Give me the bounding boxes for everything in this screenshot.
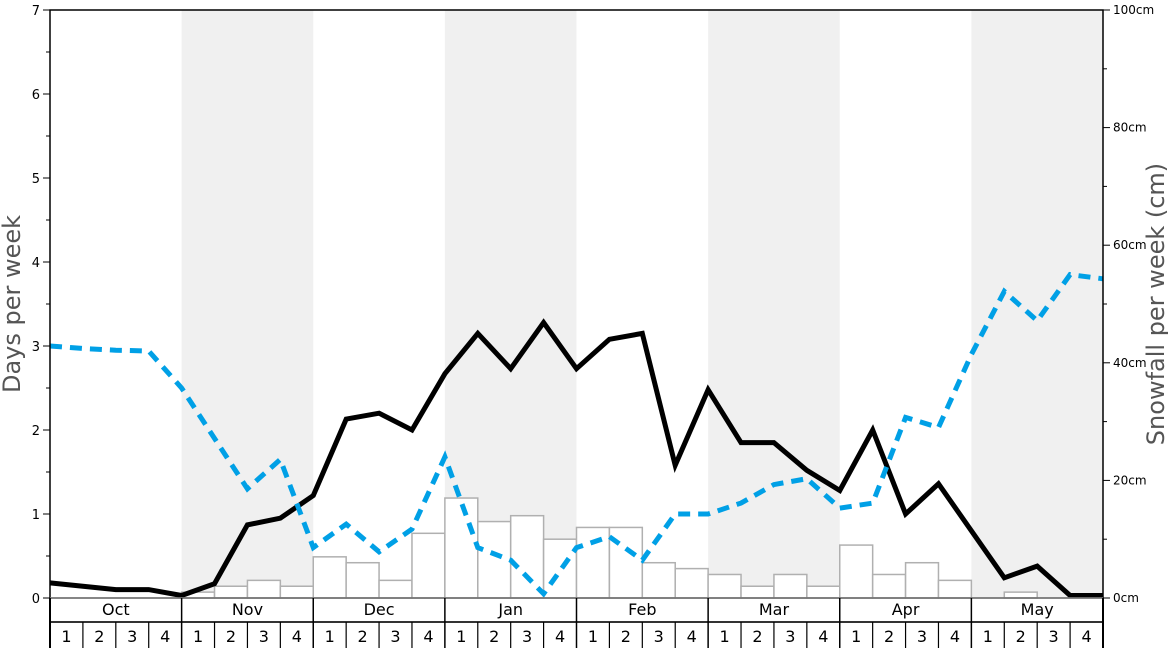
week-label: 3 [917, 627, 927, 646]
snowfall-bar [477, 520, 512, 599]
right-tick-label: 80cm [1113, 121, 1147, 135]
right-tick-label: 20cm [1113, 473, 1147, 487]
week-label: 1 [851, 627, 861, 646]
snowfall-bars [180, 497, 1038, 599]
snowfall-bar [839, 544, 874, 599]
snowfall-bar [1003, 591, 1038, 599]
week-label: 3 [654, 627, 664, 646]
left-tick-label: 7 [32, 4, 40, 19]
week-label: 3 [259, 627, 269, 646]
month-label-jan: Jan [497, 600, 523, 619]
snowfall-bar [904, 561, 940, 599]
week-label: 1 [193, 627, 203, 646]
week-label: 4 [160, 627, 170, 646]
right-tick-label: 100cm [1113, 3, 1154, 17]
week-label: 2 [489, 627, 499, 646]
week-label: 2 [358, 627, 368, 646]
snowfall-bar [279, 585, 314, 599]
series-line-dashed [49, 271, 1104, 598]
snowfall-bar [937, 579, 973, 599]
week-label: 4 [292, 627, 302, 646]
week-label: 1 [588, 627, 598, 646]
week-label: 2 [94, 627, 104, 646]
left-tick-label: 0 [32, 592, 40, 607]
week-label: 4 [950, 627, 960, 646]
month-label-nov: Nov [232, 600, 263, 619]
week-label: 3 [1049, 627, 1059, 646]
month-label-oct: Oct [102, 600, 130, 619]
week-label: 4 [555, 627, 565, 646]
snowfall-bar [444, 497, 479, 599]
snowfall-bar [641, 561, 676, 599]
month-shading [181, 10, 1103, 598]
week-label: 4 [423, 627, 433, 646]
axes: 0 1 2 3 4 5 6 7 0cm 20cm 40cm 60cm 80cm 100cm Oct 1 2 3 4 N… [32, 3, 1154, 648]
week-label: 1 [325, 627, 335, 646]
left-tick-label: 6 [32, 88, 40, 103]
month-label-may: May [1021, 600, 1054, 619]
series-line-solid [49, 318, 1103, 599]
right-tick-label: 0cm [1113, 591, 1139, 605]
week-label: 1 [61, 627, 71, 646]
right-tick-label: 40cm [1113, 356, 1147, 370]
week-label: 2 [884, 627, 894, 646]
series-lines [49, 271, 1104, 599]
snowfall-bar [542, 538, 578, 599]
week-label: 2 [1016, 627, 1026, 646]
snowfall-bar [871, 573, 907, 599]
week-label: 4 [687, 627, 697, 646]
week-label: 2 [752, 627, 762, 646]
week-label: 2 [621, 627, 631, 646]
snowfall-bar [707, 573, 742, 599]
left-tick-label: 5 [32, 172, 40, 187]
left-tick-label: 2 [32, 424, 40, 439]
snowfall-bar [345, 561, 380, 599]
left-tick-label: 4 [32, 256, 40, 271]
snowfall-bar [213, 585, 249, 599]
right-axis-label: Snowfall per week (cm) [1142, 163, 1168, 445]
snowfall-bar [674, 567, 709, 599]
snowfall-bar [411, 532, 446, 599]
week-label: 3 [127, 627, 137, 646]
week-label: 2 [226, 627, 236, 646]
week-label: 4 [818, 627, 828, 646]
week-label: 1 [719, 627, 729, 646]
snowfall-bar [575, 526, 611, 599]
week-label: 1 [456, 627, 466, 646]
shade-mar [708, 10, 840, 598]
shade-may [971, 10, 1103, 598]
week-label: 4 [1081, 627, 1091, 646]
month-label-apr: Apr [892, 600, 920, 619]
snowfall-bar [806, 585, 841, 599]
week-label: 3 [522, 627, 532, 646]
snowfall-bar [773, 573, 808, 599]
left-tick-label: 3 [32, 340, 40, 355]
snowfall-bar [378, 579, 413, 599]
snowfall-bar [740, 585, 775, 599]
snowfall-bar [312, 556, 347, 599]
month-label-dec: Dec [364, 600, 395, 619]
month-label-mar: Mar [759, 600, 790, 619]
week-label: 1 [983, 627, 993, 646]
snowfall-bar [509, 514, 545, 599]
left-tick-label: 1 [32, 508, 40, 523]
week-label: 3 [785, 627, 795, 646]
shade-nov [181, 10, 314, 598]
left-axis-label: Days per week [0, 215, 26, 393]
snowfall-bar [246, 579, 282, 599]
week-label: 3 [390, 627, 400, 646]
right-tick-label: 60cm [1113, 238, 1147, 252]
month-label-feb: Feb [628, 600, 656, 619]
